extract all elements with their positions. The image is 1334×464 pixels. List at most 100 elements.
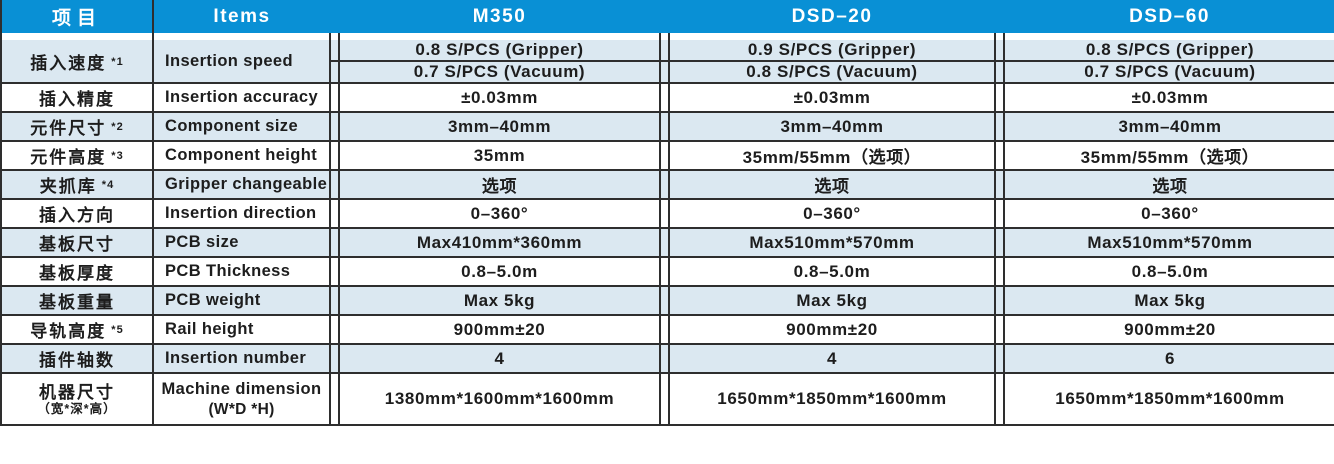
label-text: 基板厚度 (39, 264, 115, 283)
spec-cell-dsd60: Max 5kg (1004, 285, 1334, 315)
label-text: 导轨高度 (30, 322, 107, 341)
column-divider (329, 314, 340, 344)
table-row-insertion-number: 插件轴数 Insertion number 4 4 6 (1, 343, 1334, 373)
column-divider (329, 40, 340, 61)
row-label-en: Gripper changeable (153, 169, 330, 199)
column-divider (329, 169, 340, 199)
spec-cell-dsd60: 0–360° (1004, 198, 1334, 228)
spec-cell-m350: 0.8 S/PCS (Gripper) (415, 40, 584, 59)
spec-cell-m350: 900mm±20 (339, 314, 660, 344)
row-label-cn: 基板尺寸 (1, 227, 154, 257)
table-row-pcb-weight: 基板重量 PCB weight Max 5kg Max 5kg Max 5kg (1, 285, 1334, 315)
table-header-row: 项目 Items M350 DSD–20 DSD–60 (1, 0, 1334, 33)
column-divider (994, 82, 1005, 112)
label-text: 元件高度 (30, 148, 107, 167)
footnote-marker: *4 (101, 179, 115, 191)
table-row-gripper-changeable: 夹抓库 *4 Gripper changeable 选项 选项 选项 (1, 169, 1334, 199)
column-divider (329, 256, 340, 286)
column-divider (329, 60, 340, 83)
spec-cell-dsd20: ±0.03mm (669, 82, 995, 112)
spec-cell-m350: 3mm–40mm (339, 111, 660, 141)
spec-cell-dsd60: 0.7 S/PCS (Vacuum) (1004, 60, 1334, 83)
column-divider (329, 140, 340, 170)
column-divider (994, 140, 1005, 170)
spec-cell-m350: ±0.03mm (339, 82, 660, 112)
table-row-pcb-size: 基板尺寸 PCB size Max410mm*360mm Max510mm*57… (1, 227, 1334, 257)
spec-cell-m350: 35mm (339, 140, 660, 170)
row-label-cn: 导轨高度 *5 (1, 314, 154, 344)
spec-cell-dsd20: 0–360° (669, 198, 995, 228)
spec-cell-dsd20: 选项 (669, 169, 995, 199)
column-divider (329, 372, 340, 425)
label-subtext: （宽*深*高） (37, 401, 117, 416)
row-label-en: PCB Thickness (153, 256, 330, 286)
column-divider (994, 60, 1005, 83)
label-subtext: (W*D *H) (208, 400, 275, 418)
column-header-m350: M350 (339, 0, 660, 33)
row-label-en: PCB weight (153, 285, 330, 315)
row-label-cn: 插入速度 *1 (1, 40, 154, 83)
row-label-en: Component size (153, 111, 330, 141)
label-text: 机器尺寸 (39, 382, 115, 402)
spec-cell-dsd20: 0.8–5.0m (669, 256, 995, 286)
column-divider (659, 227, 670, 257)
spec-cell-m350: 1380mm*1600mm*1600mm (339, 372, 660, 425)
column-header-dsd60: DSD–60 (1004, 0, 1334, 33)
column-divider (659, 82, 670, 112)
spec-cell-dsd60: ±0.03mm (1004, 82, 1334, 112)
spec-cell-dsd60: 6 (1004, 343, 1334, 373)
spec-cell-dsd20: 35mm/55mm（选项） (669, 140, 995, 170)
spec-cell-dsd20: Max510mm*570mm (669, 227, 995, 257)
row-label-cn: 机器尺寸 （宽*深*高） (1, 372, 154, 425)
label-text: 插入方向 (39, 206, 115, 225)
column-header-items-en: Items (153, 0, 330, 33)
column-divider (329, 227, 340, 257)
spec-cell-dsd20: 3mm–40mm (669, 111, 995, 141)
label-text: 插入速度 (30, 53, 107, 73)
column-divider (659, 285, 670, 315)
spec-cell-m350: Max410mm*360mm (339, 227, 660, 257)
row-label-cn: 夹抓库 *4 (1, 169, 154, 199)
header-gap-strip (1, 33, 1334, 40)
column-divider (329, 111, 340, 141)
spec-cell-m350: 4 (339, 343, 660, 373)
column-divider (659, 198, 670, 228)
spec-cell-dsd60: 0.8 S/PCS (Gripper) (1085, 40, 1255, 59)
row-label-cn: 插入方向 (1, 198, 154, 228)
spec-cell-dsd20: 1650mm*1850mm*1600mm (669, 372, 995, 425)
label-text: 基板重量 (39, 293, 115, 312)
row-label-en: Machine dimension (W*D *H) (153, 372, 330, 425)
column-divider (659, 140, 670, 170)
row-label-en: PCB size (153, 227, 330, 257)
label-text: 插入精度 (39, 90, 115, 109)
spec-cell-m350: 选项 (339, 169, 660, 199)
table-row-rail-height: 导轨高度 *5 Rail height 900mm±20 900mm±20 900… (1, 314, 1334, 344)
spec-cell-dsd60: Max510mm*570mm (1004, 227, 1334, 257)
spec-cell-dsd60: 3mm–40mm (1004, 111, 1334, 141)
row-label-cn: 基板厚度 (1, 256, 154, 286)
column-header-items-cn: 项目 (1, 0, 154, 33)
row-label-en: Rail height (153, 314, 330, 344)
table-row-machine-dimension: 机器尺寸 （宽*深*高） Machine dimension (W*D *H) … (1, 372, 1334, 425)
label-text: Machine dimension (161, 380, 322, 398)
table-row-insertion-accuracy: 插入精度 Insertion accuracy ±0.03mm ±0.03mm … (1, 82, 1334, 112)
spec-cell-m350: 0.8–5.0m (339, 256, 660, 286)
spec-cell-dsd20: 0.8 S/PCS (Vacuum) (669, 60, 995, 83)
column-divider (659, 372, 670, 425)
row-label-cn: 基板重量 (1, 285, 154, 315)
footnote-marker: *3 (111, 150, 124, 162)
table-row-pcb-thickness: 基板厚度 PCB Thickness 0.8–5.0m 0.8–5.0m 0.8… (1, 256, 1334, 286)
column-divider (994, 372, 1005, 425)
spec-cell-m350: 0.7 S/PCS (Vacuum) (339, 60, 660, 83)
spec-cell-m350: 0–360° (339, 198, 660, 228)
column-divider (659, 314, 670, 344)
column-divider (329, 285, 340, 315)
row-label-en: Insertion accuracy (153, 82, 330, 112)
row-label-cn: 插件轴数 (1, 343, 154, 373)
column-divider (994, 227, 1005, 257)
label-text: 插件轴数 (39, 351, 115, 370)
column-divider (329, 343, 340, 373)
column-divider (330, 0, 339, 33)
spec-cell-dsd20: Max 5kg (669, 285, 995, 315)
